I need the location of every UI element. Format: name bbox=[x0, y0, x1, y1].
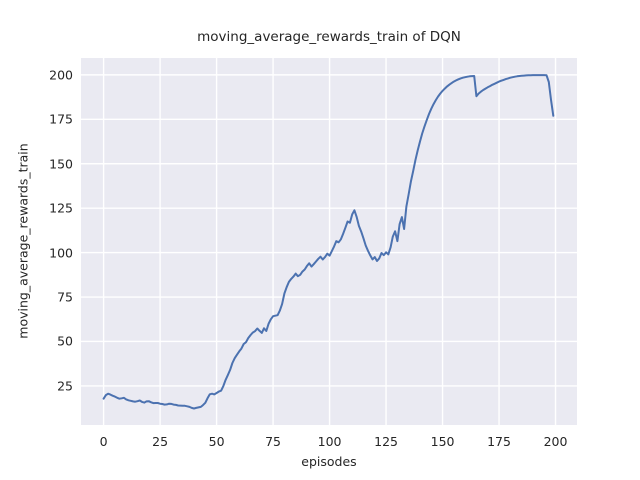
y-tick-label: 25 bbox=[57, 378, 73, 394]
y-tick-label: 125 bbox=[49, 200, 73, 216]
x-axis-label: episodes bbox=[301, 454, 357, 469]
x-tick-label: 125 bbox=[374, 434, 398, 449]
x-tick-label: 150 bbox=[430, 434, 455, 449]
plot-canvas bbox=[81, 58, 577, 425]
x-tick-label: 0 bbox=[99, 434, 108, 449]
y-tick-label: 200 bbox=[49, 67, 73, 83]
x-tick-label: 25 bbox=[152, 434, 169, 449]
data-line bbox=[102, 74, 555, 410]
x-tick-label: 200 bbox=[543, 434, 568, 449]
y-tick-label: 150 bbox=[49, 156, 73, 172]
y-tick-label: 100 bbox=[49, 245, 73, 261]
plot-area bbox=[81, 58, 577, 425]
x-tick-label: 75 bbox=[265, 434, 282, 449]
x-tick-label: 100 bbox=[317, 434, 342, 449]
chart-title: moving_average_rewards_train of DQN bbox=[197, 29, 461, 45]
y-axis-label: moving_average_rewards_train bbox=[15, 143, 31, 339]
y-tick-label: 175 bbox=[49, 111, 73, 127]
y-tick-label: 50 bbox=[57, 333, 73, 349]
x-tick-label: 175 bbox=[487, 434, 511, 449]
y-tick-label: 75 bbox=[57, 289, 73, 305]
x-tick-label: 50 bbox=[208, 434, 225, 449]
